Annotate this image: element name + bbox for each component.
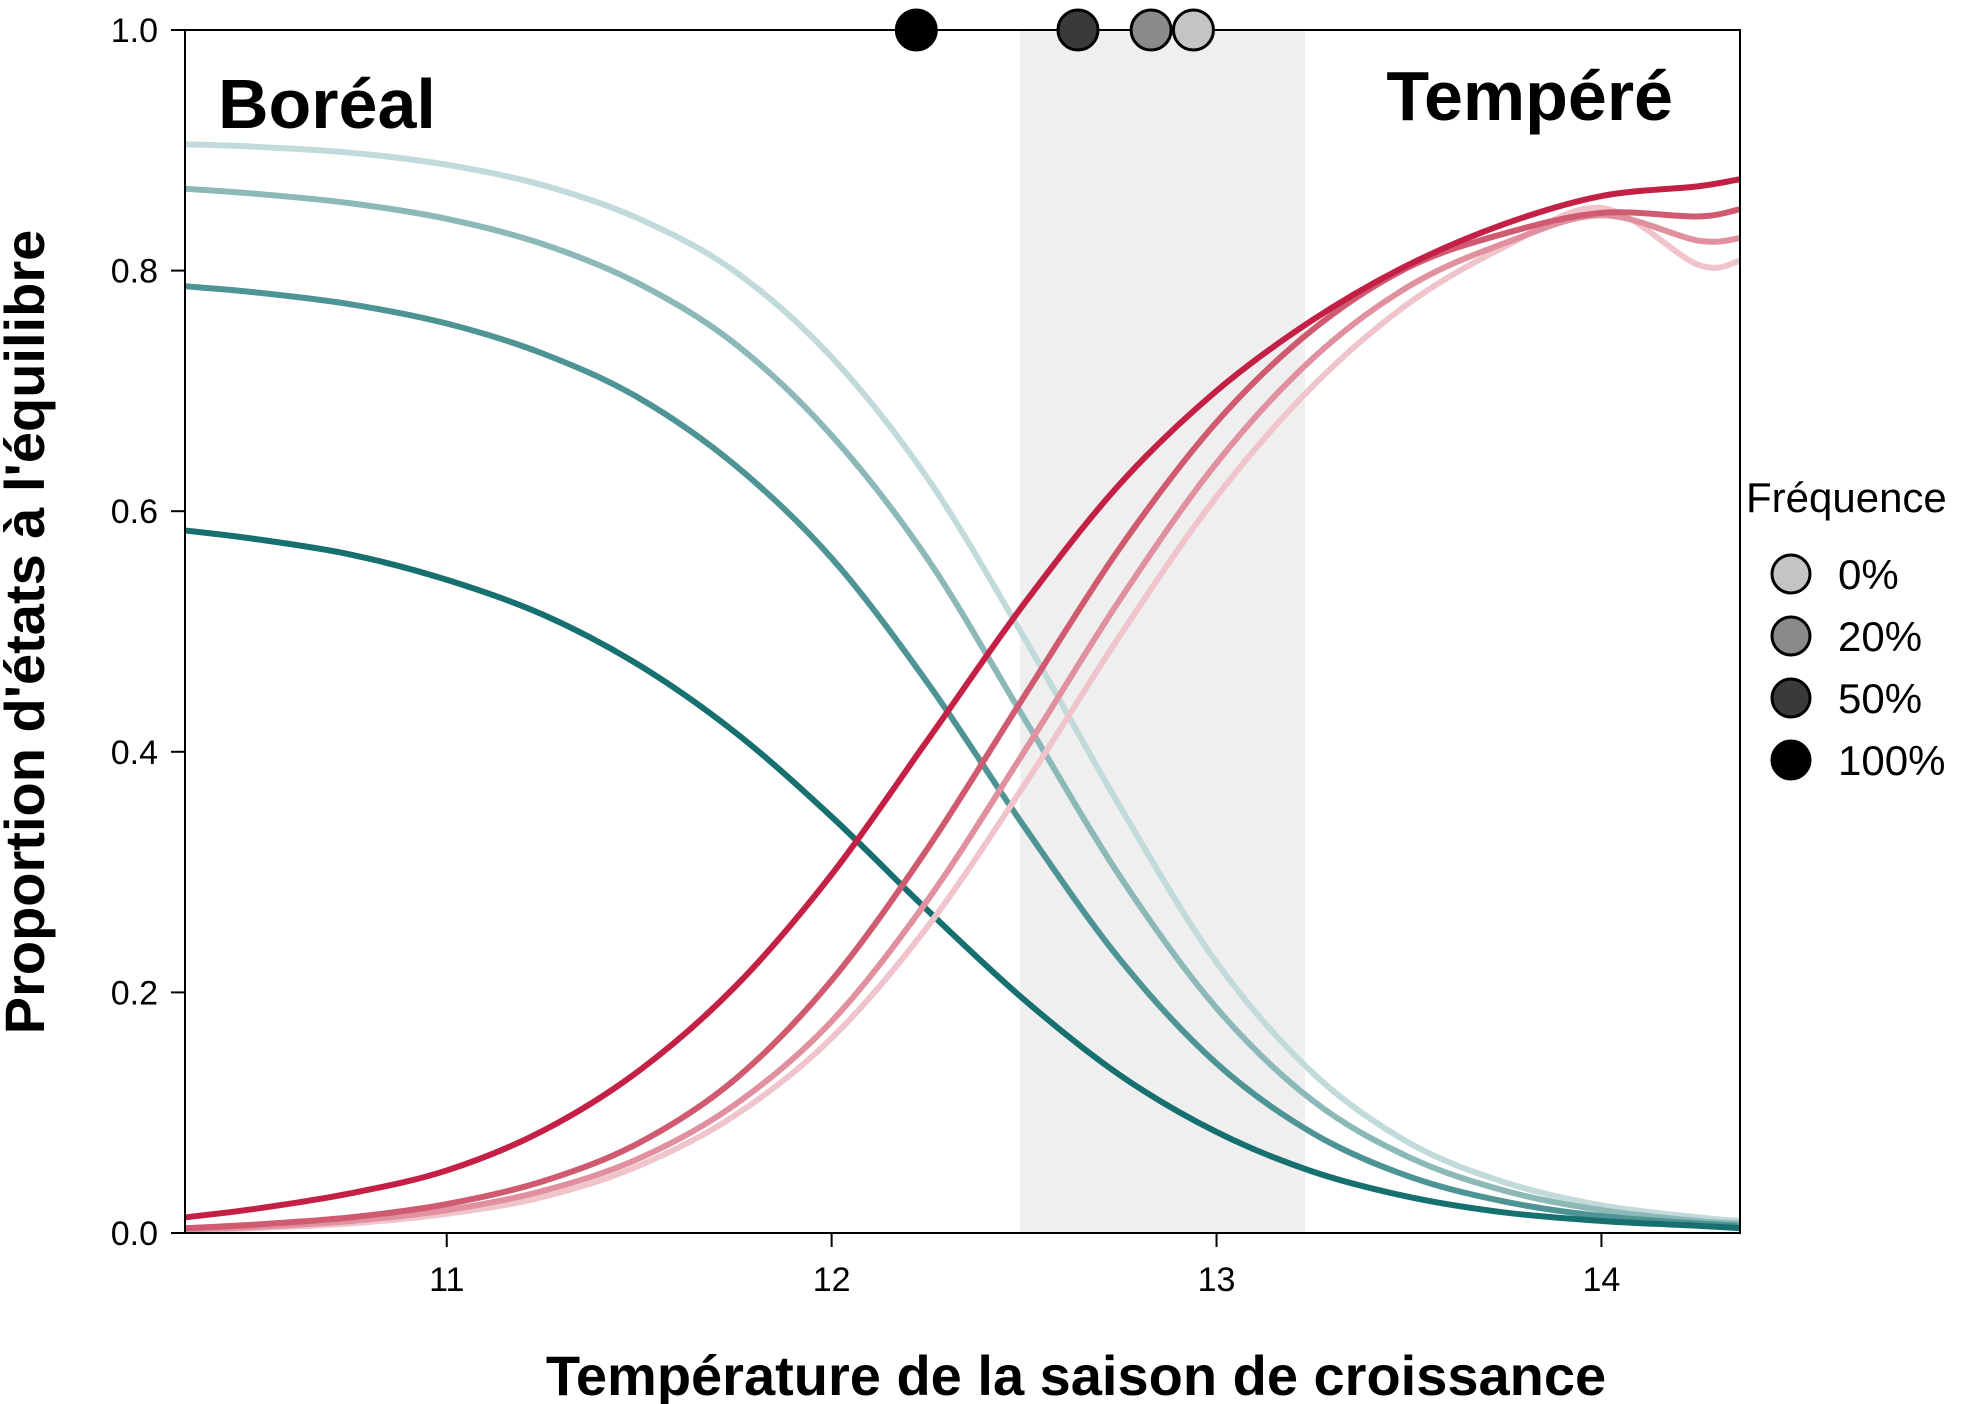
y-tick-label: 0.8 xyxy=(111,253,158,291)
threshold-point-100pct xyxy=(894,8,938,52)
y-tick-label: 0.4 xyxy=(111,734,158,772)
ticks-layer: 11 12 13 14 0.0 0.2 0.4 0.6 0.8 1.0 xyxy=(111,12,1621,1299)
legend-swatch-20pct xyxy=(1770,615,1812,657)
threshold-points-layer xyxy=(894,8,1215,52)
threshold-point-20pct xyxy=(1129,8,1173,52)
series-line-tempere-20pct xyxy=(185,212,1740,1233)
x-tick-label: 12 xyxy=(813,1261,851,1299)
x-tick-label: 14 xyxy=(1583,1261,1621,1299)
series-layer xyxy=(185,141,1740,1233)
threshold-point-50pct xyxy=(1056,8,1100,52)
series-line-tempere-0pct xyxy=(185,204,1740,1233)
series-line-boreal-0pct xyxy=(185,141,1740,1224)
y-tick-label: 0.2 xyxy=(111,974,158,1012)
threshold-point-0pct xyxy=(1171,8,1215,52)
legend-swatch-0pct xyxy=(1770,553,1812,595)
legend: Fréquence 0% 20% 50% 100% xyxy=(1746,474,1947,784)
x-tick-label: 11 xyxy=(429,1261,464,1299)
series-line-boreal-100pct xyxy=(185,527,1740,1232)
plot-frame-layer xyxy=(184,29,1741,1234)
legend-label: 50% xyxy=(1838,675,1922,722)
legend-label: 20% xyxy=(1838,613,1922,660)
x-axis-title: Température de la saison de croissance xyxy=(546,1344,1606,1404)
y-tick-label: 0.0 xyxy=(111,1215,158,1253)
legend-title: Fréquence xyxy=(1746,474,1947,521)
y-tick-label: 1.0 xyxy=(111,12,158,50)
x-tick-label: 13 xyxy=(1198,1261,1236,1299)
legend-entries: 0% 20% 50% 100% xyxy=(1770,551,1945,784)
region-label-tempere: Tempéré xyxy=(1386,57,1673,135)
series-line-tempere-50pct xyxy=(185,206,1740,1232)
region-label-boreal: Boréal xyxy=(218,65,436,143)
plot-frame xyxy=(184,29,1741,1234)
y-tick-label: 0.6 xyxy=(111,493,158,531)
legend-swatch-100pct xyxy=(1770,739,1812,781)
series-line-boreal-50pct xyxy=(185,283,1740,1229)
legend-label: 100% xyxy=(1838,737,1945,784)
series-line-tempere-100pct xyxy=(185,176,1740,1221)
y-axis-title: Proportion d'états à l'équilibre xyxy=(0,230,56,1035)
legend-label: 0% xyxy=(1838,551,1899,598)
legend-swatch-50pct xyxy=(1770,677,1812,719)
